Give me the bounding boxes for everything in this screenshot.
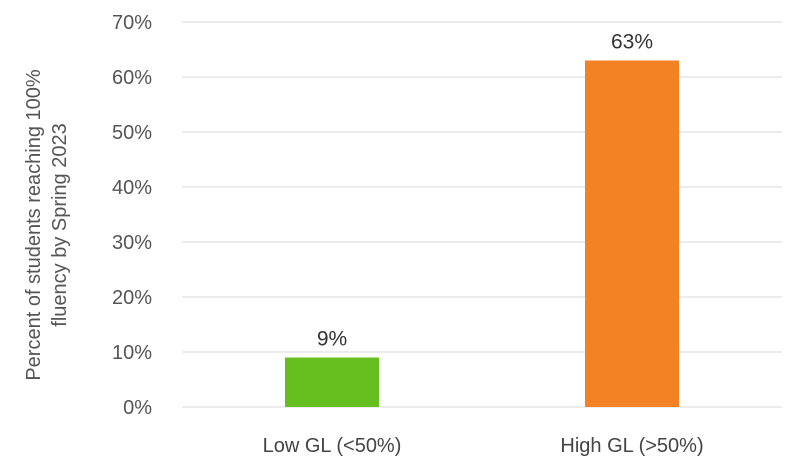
x-axis-categories: Low GL (<50%) High GL (>50%) — [263, 435, 704, 457]
data-label-2: 63% — [611, 31, 653, 54]
gridlines — [182, 21, 782, 408]
y-tick-label: 60% — [112, 67, 152, 89]
bars — [285, 60, 679, 407]
y-tick-label: 0% — [123, 397, 152, 419]
y-tick-label: 20% — [112, 287, 152, 309]
bar-2 — [585, 60, 679, 407]
data-labels: 9% 63% — [317, 31, 653, 351]
y-axis-ticks: 0% 10% 20% 30% 40% 50% 60% 70% — [112, 12, 152, 419]
y-tick-label: 10% — [112, 342, 152, 364]
data-label-1: 9% — [317, 328, 347, 351]
y-tick-label: 30% — [112, 232, 152, 254]
y-tick-label: 50% — [112, 122, 152, 144]
y-axis-title: Percent of students reaching 100% fluenc… — [23, 69, 71, 381]
y-axis-title-line-2: fluency by Spring 2023 — [49, 123, 71, 326]
y-axis-title-line-1: Percent of students reaching 100% — [23, 69, 45, 381]
y-tick-label: 70% — [112, 12, 152, 34]
category-label-2: High GL (>50%) — [560, 435, 703, 457]
y-tick-label: 40% — [112, 177, 152, 199]
bar-1 — [285, 357, 379, 407]
category-label-1: Low GL (<50%) — [263, 435, 402, 457]
